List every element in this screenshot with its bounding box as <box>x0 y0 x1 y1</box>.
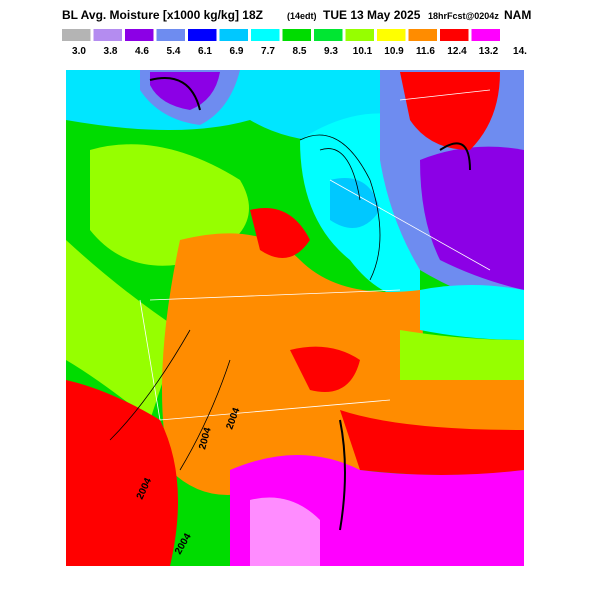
state-borders <box>139 89 491 421</box>
colorbar-label: 8.5 <box>293 46 307 57</box>
title-forecast: 18hrFcst@0204z <box>428 11 499 21</box>
colorbar-label: 4.6 <box>135 46 149 57</box>
colorbar-label: 11.6 <box>416 46 435 57</box>
colorbar-box <box>62 29 91 41</box>
colorbar-box <box>282 29 311 41</box>
field-cyan-e <box>420 285 524 340</box>
title-date: TUE 13 May 2025 <box>323 8 421 22</box>
colorbar-label: 6.1 <box>198 46 212 57</box>
colorbar-label: 13.2 <box>479 46 499 57</box>
colorbar-label: 10.1 <box>353 46 373 57</box>
contours <box>109 134 381 471</box>
colorbar-label: 12.4 <box>447 46 467 57</box>
title-local-time: (14edt) <box>287 11 317 21</box>
colorbar-label: 10.9 <box>384 46 404 57</box>
field-purple-ne <box>420 146 524 290</box>
colorbar-label: 6.9 <box>230 46 244 57</box>
colorbar-label: 3.0 <box>72 46 86 57</box>
colorbar-box <box>125 29 154 41</box>
colorbar-label: 14. <box>513 46 527 57</box>
field-lime-e <box>400 330 524 383</box>
field-blue-center <box>330 178 380 228</box>
colorbar-box <box>219 29 248 41</box>
title: BL Avg. Moisture [x1000 kg/kg] 18Z (14ed… <box>62 8 531 22</box>
field-lime-lower <box>66 240 180 420</box>
field-orange-e <box>380 380 524 435</box>
field-red-e <box>340 410 524 475</box>
colorbar-box <box>345 29 374 41</box>
map: 2004 2004 2004 2004 <box>66 70 524 566</box>
colorbar-box <box>440 29 469 41</box>
colorbar-label: 7.7 <box>261 46 275 57</box>
colorbar-box <box>188 29 217 41</box>
colorbar-box <box>93 29 122 41</box>
contours-bold <box>149 77 471 531</box>
field-pink-se <box>250 497 320 566</box>
colorbar-label: 5.4 <box>167 46 181 57</box>
colorbar-box <box>408 29 437 41</box>
field-red-center <box>250 208 310 258</box>
field-red-center2 <box>290 346 360 392</box>
colorbar-box <box>156 29 185 41</box>
colorbar-box <box>377 29 406 41</box>
colorbar-label: 3.8 <box>104 46 118 57</box>
colorbar: 3.0 3.8 4.6 5.4 6.1 6.9 7.7 8.5 9.3 10.1 10.9 11.6 1… <box>62 29 527 57</box>
colorbar-box <box>314 29 343 41</box>
field-red-sw <box>66 380 178 566</box>
title-model: NAM <box>504 8 531 22</box>
title-main: BL Avg. Moisture [x1000 kg/kg] 18Z <box>62 8 263 22</box>
colorbar-label: 9.3 <box>324 46 338 57</box>
colorbar-box <box>471 29 500 41</box>
field-purple-top <box>150 72 220 110</box>
colorbar-box <box>251 29 280 41</box>
